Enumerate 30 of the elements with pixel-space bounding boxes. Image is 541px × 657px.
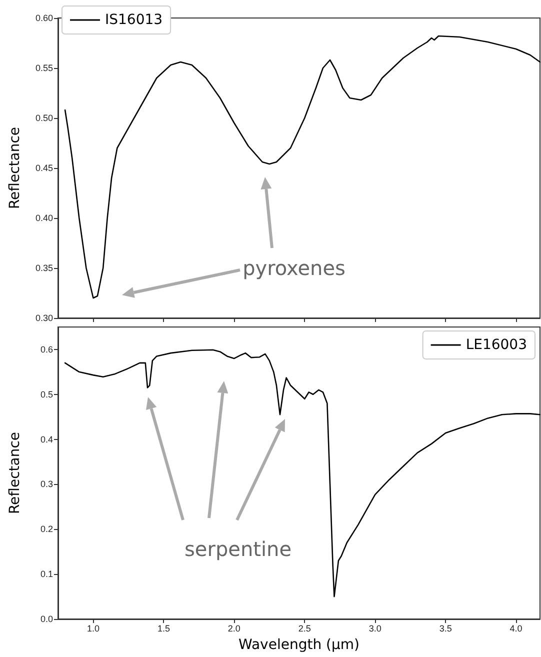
x-tick-label: 1.5 bbox=[157, 624, 170, 634]
x-axis-title: Wavelength (μm) bbox=[238, 637, 360, 653]
legend-label: IS16013 bbox=[105, 12, 163, 28]
y-tick-label: 0.30 bbox=[35, 313, 53, 323]
line-series bbox=[64, 349, 541, 598]
x-tick-label: 3.5 bbox=[439, 624, 452, 634]
y-tick-label: 0.6 bbox=[40, 344, 53, 354]
y-tick-label: 0.4 bbox=[40, 434, 53, 444]
x-tick-label: 4.0 bbox=[510, 624, 522, 634]
x-tick-label: 2.5 bbox=[298, 624, 311, 634]
annotation: serpentine bbox=[184, 537, 292, 561]
y-tick-label: 0.5 bbox=[40, 389, 53, 400]
y-tick-label: 0.45 bbox=[35, 163, 53, 173]
x-tick-label: 2.0 bbox=[228, 624, 240, 634]
y-tick-label: 0.35 bbox=[35, 263, 53, 273]
y-tick-label: 0.55 bbox=[35, 63, 53, 73]
x-tick-label: 1.0 bbox=[86, 624, 100, 634]
y-axis-title: Reflectance bbox=[7, 126, 23, 210]
y-tick-label: 0.1 bbox=[40, 569, 53, 580]
annotation: pyroxenes bbox=[242, 256, 346, 280]
y-tick-label: 0.40 bbox=[35, 213, 53, 223]
y-tick-label: 0.60 bbox=[35, 13, 53, 23]
x-tick-label: 3.0 bbox=[368, 624, 382, 634]
y-axis-title: Reflectance bbox=[7, 432, 23, 514]
y-tick-label: 0.0 bbox=[40, 614, 53, 624]
y-tick-label: 0.50 bbox=[35, 113, 53, 123]
y-tick-label: 0.3 bbox=[40, 479, 53, 490]
y-tick-label: 0.2 bbox=[40, 524, 53, 534]
legend-label: LE16003 bbox=[466, 337, 528, 353]
line-series bbox=[64, 35, 541, 299]
